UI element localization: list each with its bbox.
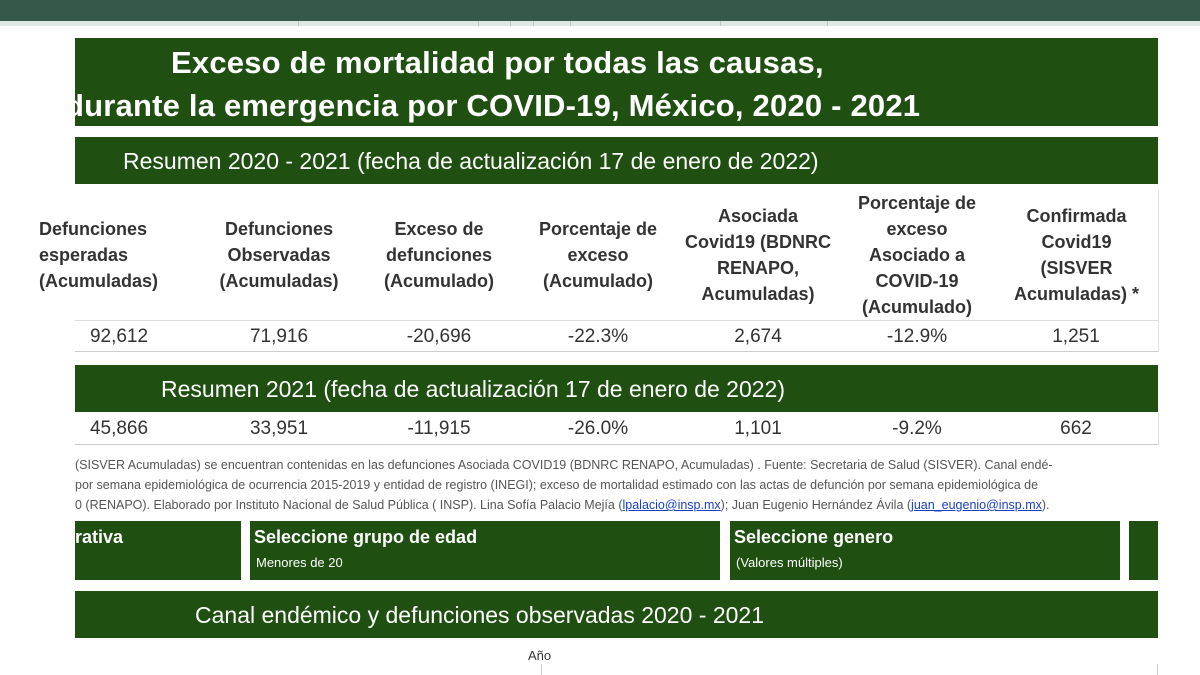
value-excess-deaths: -20,696 xyxy=(406,326,472,347)
summary-2020-2021-banner: Resumen 2020 - 2021 (fecha de actualizac… xyxy=(75,137,1158,184)
toolbar-divider xyxy=(720,21,721,26)
axis-divider xyxy=(541,664,542,675)
toolbar-strip xyxy=(0,21,1200,26)
summary-2021-title: Resumen 2021 (fecha de actualización 17 … xyxy=(161,376,785,402)
filter-entity-title: rativa xyxy=(75,527,124,547)
dashboard-title-line1: Exceso de mortalidad por todas las causa… xyxy=(171,45,824,80)
filter-age-group-title: Seleccione grupo de edad xyxy=(254,527,478,547)
dashboard-title-banner: Exceso de mortalidad por todas las causa… xyxy=(75,38,1158,126)
value-expected-deaths-2021: 45,866 xyxy=(89,418,149,439)
filter-extra[interactable] xyxy=(1129,521,1158,580)
value-covid-associated-2021: 1,101 xyxy=(734,418,782,439)
summary-2020-2021-title: Resumen 2020 - 2021 (fecha de actualizac… xyxy=(123,148,819,174)
column-header-expected-deaths: Defunciones esperadas (Acumuladas) xyxy=(39,190,189,320)
value-excess-deaths-2021: -11,915 xyxy=(407,418,471,439)
column-header-covid-excess-percent: Porcentaje de exceso Asociado a COVID-19… xyxy=(847,190,987,320)
column-header-label: Confirmada Covid19 (SISVER Acumuladas) * xyxy=(1013,206,1140,304)
column-header-label: Asociada Covid19 (BDNRC RENAPO, Acumulad… xyxy=(684,206,831,304)
filter-gender-value[interactable]: (Valores múltiples) xyxy=(736,555,843,570)
value-observed-deaths-2021: 33,951 xyxy=(249,418,309,439)
value-expected-deaths: 92,612 xyxy=(89,326,149,347)
column-header-label: Porcentaje de exceso Asociado a COVID-19… xyxy=(857,193,977,317)
value-excess-percent: -22.3% xyxy=(567,326,629,347)
window-top-bar xyxy=(0,0,1200,25)
filter-entity[interactable]: rativa xyxy=(75,521,241,580)
axis-divider xyxy=(1157,664,1158,675)
chart-axis-label-year: Año xyxy=(528,648,552,663)
filter-age-group[interactable]: Seleccione grupo de edad Menores de 20 xyxy=(250,521,720,580)
toolbar-divider xyxy=(533,21,534,26)
filter-age-group-value[interactable]: Menores de 20 xyxy=(256,555,343,570)
endemic-channel-title: Canal endémico y defunciones observadas … xyxy=(195,602,764,628)
column-header-excess-deaths: Exceso de defunciones (Acumulado) xyxy=(369,190,509,320)
column-header-label: Defunciones Observadas (Acumuladas) xyxy=(219,219,339,291)
footnote-text: ). xyxy=(1041,498,1050,512)
value-covid-excess-percent: -12.9% xyxy=(886,326,948,347)
toolbar-divider xyxy=(478,21,479,26)
value-observed-deaths: 71,916 xyxy=(249,326,309,347)
email-link-juan-eugenio[interactable]: juan_eugenio@insp.mx xyxy=(911,498,1042,512)
dashboard-title-line2: durante la emergencia por COVID-19, Méxi… xyxy=(75,88,921,123)
column-header-label: Exceso de defunciones (Acumulado) xyxy=(384,219,494,291)
filter-gender[interactable]: Seleccione genero (Valores múltiples) xyxy=(730,521,1120,580)
column-header-covid-associated: Asociada Covid19 (BDNRC RENAPO, Acumulad… xyxy=(683,190,833,320)
toolbar-divider xyxy=(827,21,828,26)
column-header-label: Porcentaje de exceso (Acumulado) xyxy=(538,219,658,291)
value-covid-confirmed-2021: 662 xyxy=(1060,418,1092,439)
value-covid-excess-percent-2021: -9.2% xyxy=(892,418,942,439)
toolbar-divider xyxy=(510,21,511,26)
toolbar-divider xyxy=(570,21,571,26)
footnote-text: ); Juan Eugenio Hernández Ávila ( xyxy=(720,498,912,512)
column-header-observed-deaths: Defunciones Observadas (Acumuladas) xyxy=(209,190,349,320)
column-header-covid-confirmed: Confirmada Covid19 (SISVER Acumuladas) * xyxy=(1004,190,1149,320)
table-divider xyxy=(75,351,1158,352)
source-footnote: (SISVER Acumuladas) se encuentran conten… xyxy=(75,455,1155,515)
value-covid-associated: 2,674 xyxy=(734,326,782,347)
footnote-text: 0 (RENAPO). Elaborado por Instituto Naci… xyxy=(75,498,623,512)
footnote-line: por semana epidemiológica de ocurrencia … xyxy=(75,478,1039,492)
column-header-excess-percent: Porcentaje de exceso (Acumulado) xyxy=(528,190,668,320)
footnote-line: (SISVER Acumuladas) se encuentran conten… xyxy=(75,458,1053,472)
table-divider xyxy=(75,320,1158,321)
filter-gender-title: Seleccione genero xyxy=(734,527,894,547)
summary-table-2021: 45,866 33,951 -11,915 -26.0% 1,101 -9.2%… xyxy=(75,412,1159,445)
value-excess-percent-2021: -26.0% xyxy=(567,418,629,439)
footnote-line: 0 (RENAPO). Elaborado por Instituto Naci… xyxy=(75,495,1155,515)
column-header-label: Defunciones esperadas (Acumuladas) xyxy=(39,219,159,291)
email-link-lpalacio[interactable]: lpalacio@insp.mx xyxy=(622,498,721,512)
endemic-channel-banner: Canal endémico y defunciones observadas … xyxy=(75,591,1158,638)
value-covid-confirmed: 1,251 xyxy=(1052,326,1100,347)
summary-table-2020-2021: Defunciones esperadas (Acumuladas) Defun… xyxy=(39,190,1159,352)
summary-2021-banner: Resumen 2021 (fecha de actualización 17 … xyxy=(75,365,1158,412)
toolbar-divider xyxy=(298,21,299,26)
